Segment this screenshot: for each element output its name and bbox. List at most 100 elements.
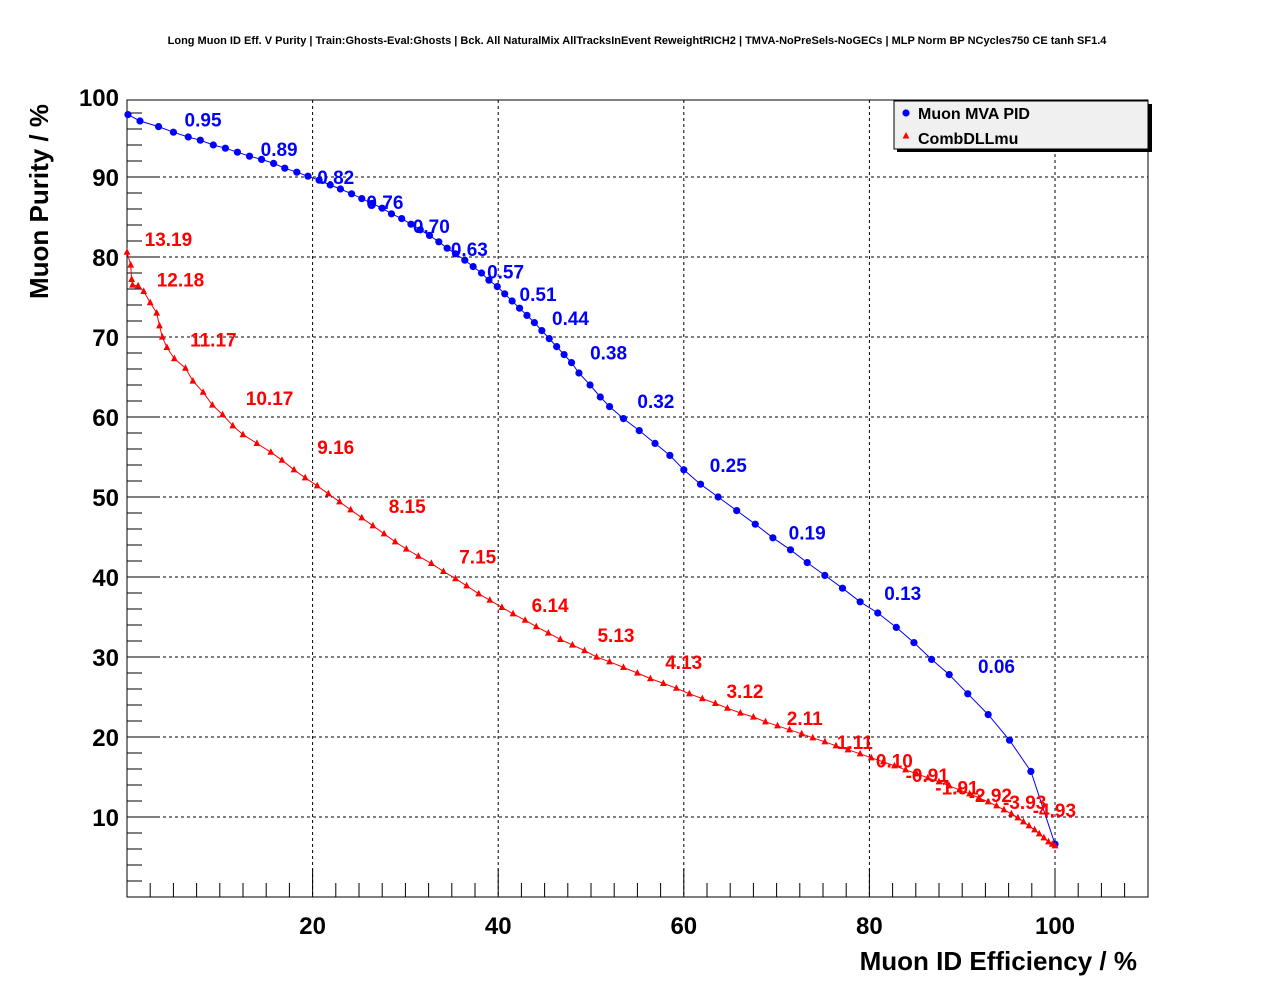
data-point-mva [651, 439, 659, 447]
data-point-dll [786, 725, 793, 733]
data-label: 0.82 [317, 168, 354, 189]
data-point-mva [387, 210, 396, 218]
data-series [123, 111, 1059, 849]
data-label: 1.11 [837, 733, 873, 754]
data-point-mva [786, 546, 795, 554]
data-point-mva [233, 148, 242, 156]
data-point-mva [154, 123, 163, 131]
data-point-dll [1045, 837, 1052, 845]
data-point-dll [463, 581, 471, 589]
data-point-mva [245, 152, 254, 160]
data-point-dll [158, 333, 166, 340]
chart-title: Long Muon ID Eff. V Purity | Train:Ghost… [168, 35, 1108, 47]
data-point-dll [452, 574, 459, 582]
data-point-dll [189, 377, 197, 384]
data-point-dll [1031, 825, 1038, 833]
data-point-mva [124, 111, 132, 119]
data-point-mva [803, 559, 811, 567]
data-point-mva [136, 117, 144, 125]
data-point-dll [1051, 841, 1059, 849]
data-point-mva [398, 215, 406, 223]
data-label: 0.06 [978, 657, 1015, 678]
data-point-dll [935, 777, 943, 785]
data-point-dll [902, 765, 909, 773]
data-point-dll [737, 709, 744, 716]
data-point-dll [1007, 809, 1015, 817]
data-point-dll [634, 669, 641, 676]
data-point-mva [169, 128, 177, 136]
data-point-mva [485, 276, 493, 284]
data-point-mva [733, 507, 741, 515]
data-label: 0.95 [185, 111, 222, 132]
data-label: 10.17 [246, 389, 294, 410]
data-point-dll [347, 505, 355, 513]
data-point-dll [1000, 805, 1008, 813]
data-label: 0.51 [520, 285, 557, 306]
data-label: 0.70 [413, 217, 450, 238]
data-point-dll [475, 589, 483, 597]
data-point-dll [556, 635, 564, 642]
grid-lines [127, 100, 1148, 897]
data-point-mva [596, 393, 604, 401]
point-annotations: 0.95 0.89 0.82 0.76 0.700.630.570.51 0.440.38… [145, 111, 1076, 822]
data-point-mva [184, 133, 192, 141]
data-point-dll [134, 281, 142, 289]
data-point-dll [711, 699, 719, 706]
data-point-dll [581, 646, 588, 654]
data-point-dll [199, 388, 207, 395]
data-point-dll [984, 797, 992, 805]
data-point-mva [443, 244, 451, 252]
data-point-mva [964, 690, 972, 698]
data-point-mva [281, 164, 289, 172]
axes: 20 40 60 80 100 10 20 30 40 50 60 70 80 90 100 [79, 85, 1149, 940]
data-point-dll [156, 321, 163, 329]
data-point-dll [140, 287, 148, 294]
data-point-dll [313, 481, 321, 489]
data-point-dll [358, 513, 366, 521]
data-point-dll [1025, 821, 1033, 829]
data-label: 0.10 [876, 751, 913, 772]
data-point-dll [821, 737, 829, 745]
data-point-mva [619, 415, 628, 423]
y-tick-label: 60 [92, 405, 119, 432]
data-point-dll [521, 616, 529, 623]
data-point-dll [153, 309, 161, 316]
data-point-mva [769, 534, 777, 542]
data-point-mva [538, 327, 546, 335]
y-tick-label: 90 [92, 165, 119, 192]
data-point-mva [856, 598, 864, 606]
x-tick-label: 20 [299, 913, 326, 940]
data-point-mva [209, 141, 217, 149]
data-point-mva [347, 190, 356, 198]
data-point-mva [1027, 767, 1035, 776]
data-point-mva [560, 351, 568, 359]
y-tick-label: 50 [92, 485, 119, 512]
x-tick-label: 40 [485, 913, 512, 940]
data-point-mva [530, 319, 538, 327]
data-label: 0.57 [487, 263, 524, 284]
data-point-dll [606, 657, 613, 665]
data-point-mva [1005, 736, 1014, 744]
data-point-dll [620, 663, 627, 670]
y-tick-label: 20 [92, 725, 119, 752]
data-point-mva [326, 181, 334, 189]
y-tick-label: 40 [92, 565, 119, 592]
data-point-dll [324, 489, 332, 497]
data-point-mva [910, 639, 918, 647]
data-point-mva [461, 256, 469, 264]
y-tick-label: 80 [92, 245, 119, 272]
data-point-dll [956, 785, 963, 793]
data-point-mva [696, 480, 705, 488]
data-point-dll [402, 545, 410, 552]
data-point-mva [892, 623, 900, 632]
data-label: 0.25 [710, 456, 747, 477]
legend-label-mva: Muon MVA PID [918, 106, 1030, 123]
data-point-mva [515, 304, 524, 312]
data-point-mva [586, 381, 594, 389]
data-label: 8.15 [389, 497, 426, 518]
data-point-mva [838, 584, 847, 592]
data-label: 0.63 [451, 240, 488, 261]
